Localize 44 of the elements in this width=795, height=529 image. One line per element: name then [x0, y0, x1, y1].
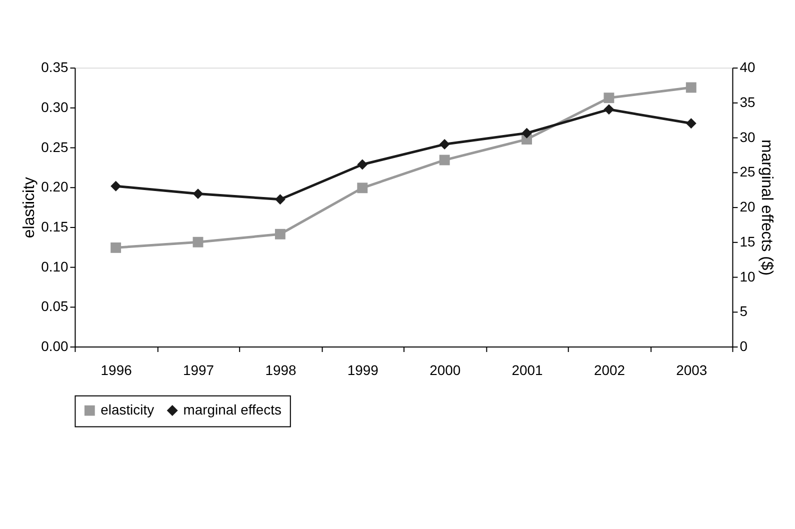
y2-tick-label: 40: [740, 59, 756, 76]
x-tick-label: 2003: [676, 362, 708, 378]
point: [274, 228, 286, 240]
y2-tick-label: 10: [740, 268, 756, 284]
y-tick-label: 0.10: [41, 258, 68, 274]
y-axis-title: elasticity: [21, 176, 38, 238]
x-tick-label: 1999: [347, 362, 379, 378]
y2-tick-label: 25: [740, 164, 756, 180]
x-tick-label: 2000: [430, 362, 461, 378]
point: [357, 182, 368, 194]
x-tick-label: 1996: [100, 362, 132, 378]
y2-tick-label: 0: [740, 338, 748, 354]
point: [192, 236, 204, 248]
x-tick-label: 1997: [182, 362, 214, 378]
y2-tick-label: 35: [740, 94, 756, 110]
y-tick-label: 0.15: [41, 218, 68, 234]
y2-tick-label: 15: [740, 233, 756, 250]
y2-axis-title: marginal effects ($): [758, 140, 776, 276]
y2-tick-label: 30: [740, 128, 756, 145]
point: [110, 180, 122, 192]
point: [439, 154, 450, 166]
y2-tick-label: 20: [740, 198, 756, 215]
point: [357, 159, 368, 170]
point: [686, 82, 696, 93]
y2-tick-label: 5: [740, 303, 748, 320]
legend-label: marginal effects: [183, 402, 282, 418]
point: [686, 118, 696, 129]
y-tick-label: 0.00: [41, 338, 68, 354]
x-tick-label: 2001: [512, 362, 544, 378]
x-tick-label: 2002: [594, 362, 626, 378]
point: [522, 128, 532, 138]
point: [439, 139, 450, 150]
point: [110, 242, 122, 253]
x-tick-label: 1998: [265, 362, 296, 378]
point: [604, 104, 614, 115]
point: [192, 188, 204, 200]
y-tick-label: 0.35: [41, 59, 68, 76]
y-tick-label: 0.20: [41, 178, 68, 195]
y-tick-label: 0.25: [41, 138, 68, 155]
y-tick-label: 0.30: [41, 98, 68, 115]
point: [274, 194, 286, 205]
point: [604, 92, 614, 104]
y-tick-label: 0.05: [41, 298, 68, 314]
legend-label: elasticity: [100, 402, 154, 418]
